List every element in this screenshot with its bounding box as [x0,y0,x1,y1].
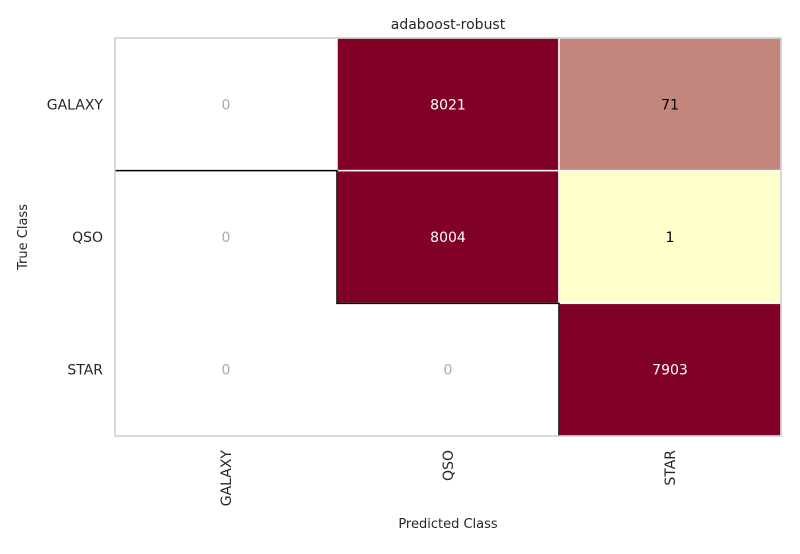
heatmap-cell [114,169,338,305]
cell-value-label: 0 [222,230,231,246]
plot-frame [114,37,782,437]
x-axis-label: Predicted Class [398,517,498,532]
x-tick-label: QSO [441,450,457,481]
cell-value-label: 1 [666,230,675,246]
heatmap-cell [114,37,338,172]
axis-tick-labels: GALAXY QSO STAR GALAXY QSO STAR [47,97,679,506]
y-axis-label: True Class [16,204,31,271]
cell-value-label: 8021 [430,97,466,113]
heatmap-cell [558,169,782,305]
y-tick-label: STAR [67,363,103,379]
cell-value-label: 0 [444,363,453,379]
heatmap-cell [336,169,560,305]
chart-title: adaboost-robust [391,17,506,33]
cell-value-label: 7903 [652,363,688,379]
cell-value-label: 71 [661,97,679,113]
y-tick-label: QSO [72,230,103,246]
heatmap-cell [336,302,560,437]
diagonal-outline [115,169,560,436]
heatmap-cell [336,37,560,172]
cell-value-label: 0 [222,97,231,113]
x-tick-label: GALAXY [219,450,235,507]
cell-value-label: 0 [222,363,231,379]
x-tick-label: STAR [663,450,679,486]
cell-value-labels: 0 8021 71 0 8004 1 0 0 7903 [222,97,688,378]
diagonal-outline-path [115,169,560,436]
cell-value-label: 8004 [430,230,466,246]
y-tick-label: GALAXY [47,97,104,113]
heatmap-cells [114,37,782,437]
